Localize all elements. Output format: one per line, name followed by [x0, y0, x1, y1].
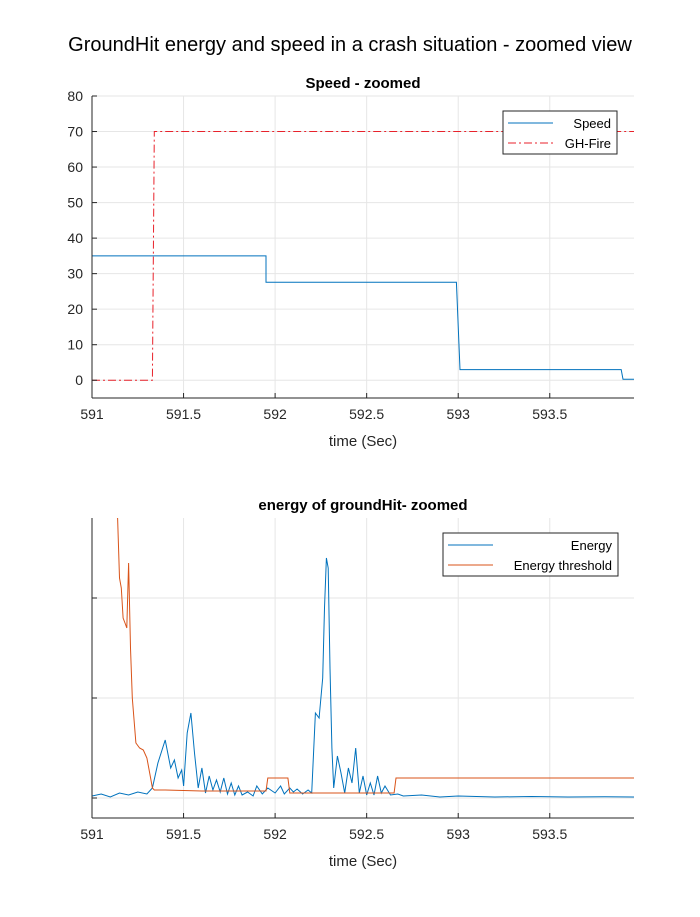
- speed-chart-xlabel: time (Sec): [329, 433, 397, 450]
- speed-chart-series-speed: [92, 255, 634, 380]
- speed-chart-ytick-label: 30: [67, 266, 83, 282]
- speed-chart-ytick-label: 80: [67, 88, 83, 104]
- energy-chart-xtick-label: 593.5: [532, 826, 567, 842]
- speed-chart-xtick-label: 591: [80, 406, 104, 422]
- speed-chart-series-gh-fire: [92, 131, 634, 381]
- speed-chart-legend-label: GH-Fire: [565, 136, 611, 151]
- speed-chart-ytick-label: 10: [67, 337, 83, 353]
- speed-chart-ytick-label: 70: [67, 124, 83, 140]
- energy-chart-xtick-label: 592: [263, 826, 287, 842]
- energy-chart-xlabel: time (Sec): [329, 853, 397, 870]
- energy-chart-legend-box: [442, 532, 619, 577]
- speed-chart-ytick-label: 20: [67, 301, 83, 317]
- energy-chart-series-energy-threshold: [116, 518, 634, 794]
- speed-chart-legend-label: Speed: [573, 116, 611, 131]
- speed-chart-xtick-label: 591.5: [166, 406, 201, 422]
- speed-chart-xtick-label: 592: [263, 406, 287, 422]
- energy-chart-xtick-label: 591.5: [166, 826, 201, 842]
- speed-chart-xtick-label: 592.5: [349, 406, 384, 422]
- energy-chart-xtick-label: 593: [447, 826, 471, 842]
- energy-chart-legend-label: Energy threshold: [514, 558, 612, 573]
- energy-chart-xtick-label: 592.5: [349, 826, 384, 842]
- figure-title: GroundHit energy and speed in a crash si…: [68, 34, 632, 56]
- speed-chart-ytick-label: 60: [67, 159, 83, 175]
- speed-chart-title: Speed - zoomed: [305, 75, 420, 92]
- energy-chart-xtick-label: 591: [80, 826, 104, 842]
- speed-chart-legend-box: [502, 110, 618, 155]
- speed-chart-xtick-label: 593: [447, 406, 471, 422]
- energy-chart-title: energy of groundHit- zoomed: [258, 497, 467, 514]
- energy-chart-legend-label: Energy: [571, 538, 613, 553]
- energy-chart-series-energy: [92, 557, 634, 798]
- speed-chart-ytick-label: 0: [75, 372, 83, 388]
- speed-chart-ytick-label: 40: [67, 230, 83, 246]
- speed-chart-ytick-label: 50: [67, 195, 83, 211]
- speed-chart-xtick-label: 593.5: [532, 406, 567, 422]
